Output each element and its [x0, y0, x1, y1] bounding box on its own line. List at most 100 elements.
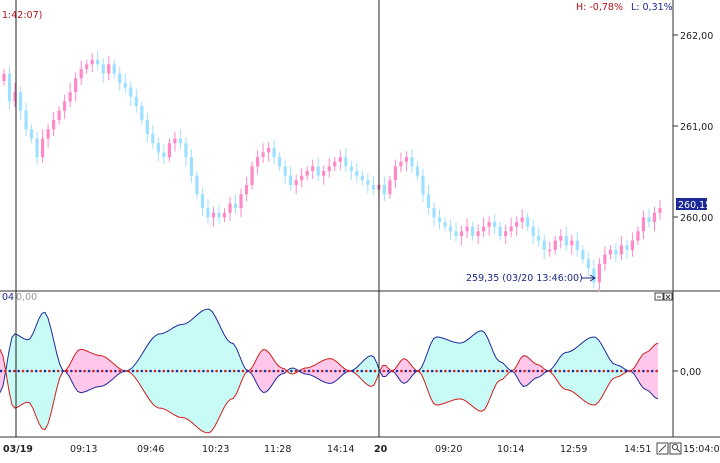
zero-dot — [281, 369, 284, 373]
zero-dot — [294, 369, 298, 373]
zero-dot — [479, 369, 482, 373]
candle-body — [289, 175, 293, 185]
current-price-box — [676, 198, 707, 210]
zero-dot — [562, 369, 566, 373]
candle-body — [239, 194, 243, 209]
candle-body — [581, 249, 585, 260]
candle-body — [300, 175, 304, 181]
high-percent: H: -0,78% — [576, 2, 623, 13]
candle-body — [333, 161, 337, 167]
candle-body — [531, 226, 535, 236]
zero-dot — [56, 369, 60, 373]
zero-dot — [373, 369, 377, 373]
low-annotation: 259,35 (03/20 13:46:00) — [466, 273, 583, 284]
zero-dot — [250, 369, 254, 373]
zero-dot — [8, 369, 12, 373]
oscillator-zero-line — [0, 369, 658, 373]
zero-dot — [166, 369, 170, 373]
candle-body — [145, 119, 149, 134]
candle-body — [652, 212, 657, 223]
time-label-20: 20 — [374, 444, 388, 455]
zero-dot — [188, 369, 192, 373]
candle-body — [366, 180, 370, 185]
zero-dot — [224, 369, 227, 373]
zero-dot — [87, 369, 91, 373]
zoom-icon[interactable] — [669, 442, 682, 455]
zero-dot — [549, 369, 553, 373]
current-price-label: 260,15 — [678, 200, 711, 211]
zero-dot — [263, 369, 267, 373]
zero-dot — [646, 369, 650, 373]
zero-dot — [272, 369, 276, 373]
zero-dot — [237, 369, 240, 373]
candle-body — [327, 166, 331, 172]
indicator-window-controls[interactable] — [654, 292, 673, 301]
candle-body — [13, 92, 17, 102]
zero-dot — [448, 369, 452, 373]
price-axis: 262,00 261,00 260,00 260,15 — [673, 31, 713, 224]
zero-dot — [4, 369, 7, 373]
zero-dot — [12, 369, 16, 373]
zero-dot — [136, 369, 139, 373]
candle-body — [305, 171, 309, 176]
zero-dot — [74, 369, 78, 373]
zero-dot — [342, 369, 346, 373]
candle-body — [658, 208, 662, 213]
candle-body — [548, 249, 552, 252]
zero-dot — [518, 369, 522, 373]
zero-dot — [241, 369, 245, 373]
candle-body — [206, 208, 210, 218]
candle-body — [112, 64, 116, 74]
candle-body — [641, 217, 646, 232]
candle-body — [57, 110, 61, 120]
zero-dot — [70, 369, 73, 373]
candle-body — [465, 226, 469, 232]
zero-dot — [285, 369, 289, 373]
price-tick-260: 260,00 — [680, 213, 713, 224]
zero-dot — [360, 369, 364, 373]
time-label-1014: 10:14 — [497, 444, 524, 455]
candle-body — [217, 212, 221, 218]
candle-body — [178, 138, 183, 144]
candle-body — [537, 235, 541, 241]
candle-body — [140, 106, 144, 120]
zero-dot — [180, 369, 183, 373]
candle-body — [228, 203, 232, 213]
zero-dot — [197, 369, 201, 373]
indicator-title: 04 — [2, 292, 14, 303]
zero-dot — [408, 369, 412, 373]
candle-body — [371, 184, 375, 190]
candle-body — [222, 212, 227, 218]
zero-dot — [584, 369, 588, 373]
time-label-0319: 03/19 — [3, 444, 33, 455]
time-axis-tools[interactable] — [656, 442, 682, 455]
zero-dot — [65, 369, 69, 373]
candle-body — [283, 166, 287, 176]
candle-body — [272, 147, 276, 158]
candle-body — [553, 240, 557, 250]
zero-dot — [470, 369, 474, 373]
candle-body — [647, 217, 651, 223]
candle-body — [322, 171, 326, 176]
candle-body — [129, 87, 133, 97]
zero-dot — [153, 369, 157, 373]
candle-body — [355, 171, 359, 176]
zero-dot — [338, 369, 342, 373]
zero-dot — [655, 369, 658, 373]
zero-dot — [620, 369, 623, 373]
zero-dot — [92, 369, 95, 373]
zero-dot — [532, 369, 535, 373]
zero-dot — [219, 369, 223, 373]
candle-body — [29, 129, 34, 139]
zero-dot — [404, 369, 408, 373]
zero-dot — [17, 369, 20, 373]
candle-body — [504, 231, 508, 236]
oscillator-fill-pink — [0, 349, 6, 393]
zero-dot — [611, 369, 614, 373]
zero-dot — [347, 369, 350, 373]
zero-dot — [114, 369, 117, 373]
candle-body — [311, 166, 315, 172]
zero-dot — [391, 369, 394, 373]
zero-dot — [602, 369, 606, 373]
